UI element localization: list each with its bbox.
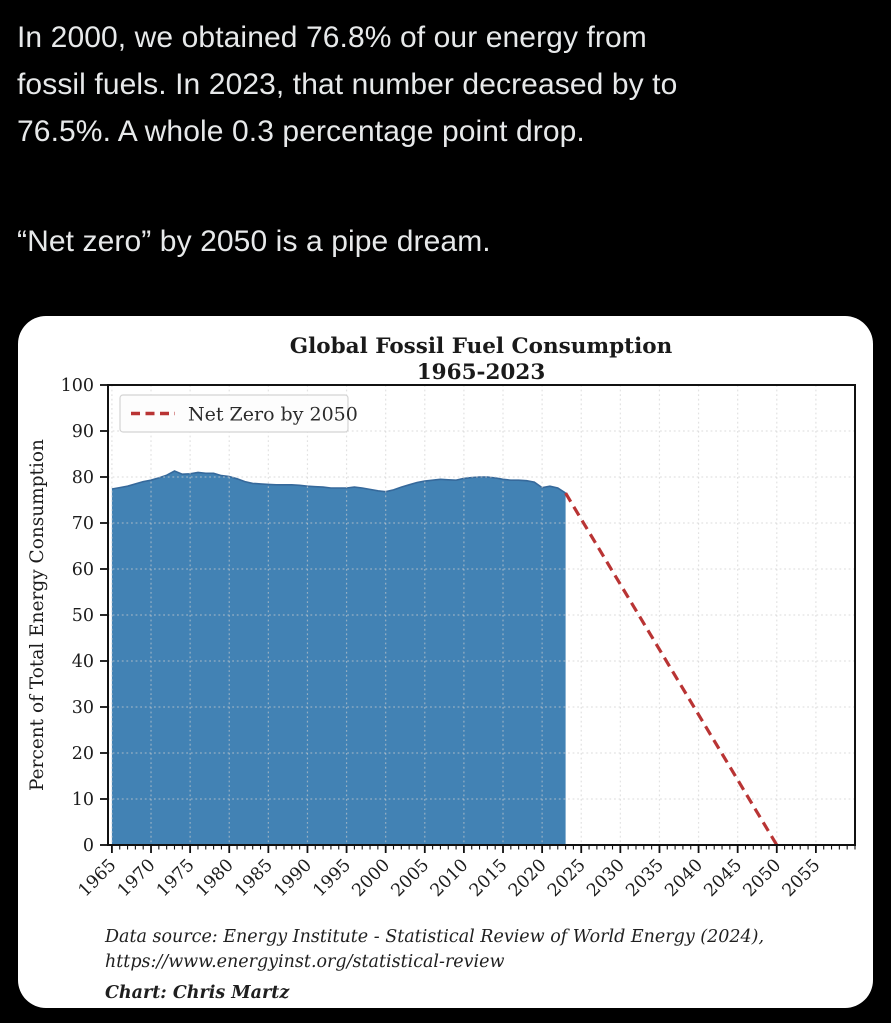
x-tick-label: 1970 (114, 855, 160, 901)
x-tick-label: 1975 (153, 855, 199, 901)
data-source-line1: Data source: Energy Institute - Statisti… (104, 927, 764, 947)
chart-title: Global Fossil Fuel Consumption (290, 334, 673, 359)
y-tick-label: 70 (72, 514, 94, 534)
x-tick-label: 2055 (779, 855, 825, 901)
y-tick-label: 80 (72, 468, 94, 488)
x-tick-label: 1985 (231, 855, 277, 901)
y-axis-label: Percent of Total Energy Consumption (27, 439, 48, 791)
x-tick-label: 2050 (740, 855, 786, 901)
legend-box (119, 394, 349, 433)
y-tick-label: 30 (72, 698, 94, 718)
y-tick-label: 40 (72, 652, 94, 672)
x-tick-label: 2010 (427, 855, 473, 901)
x-tick-label: 2015 (466, 855, 512, 901)
post-paragraph-2: “Net zero” by 2050 is a pipe dream. (17, 225, 491, 258)
y-tick-label: 0 (83, 836, 94, 856)
x-tick-label: 2045 (701, 855, 747, 901)
x-tick-label: 2035 (622, 855, 668, 901)
x-tick-label: 2020 (505, 855, 551, 901)
y-tick-label: 10 (72, 790, 94, 810)
legend: Net Zero by 2050 (119, 394, 358, 433)
chart-subtitle: 1965-2023 (417, 360, 546, 385)
chart-card: Global Fossil Fuel Consumption 1965-2023… (18, 316, 873, 1008)
area-layer (111, 470, 567, 845)
x-tick-label: 2005 (388, 855, 434, 901)
legend-label: Net Zero by 2050 (188, 404, 358, 426)
y-tick-label: 20 (72, 744, 94, 764)
chart-credit: Chart: Chris Martz (105, 983, 290, 1003)
y-tick-label: 90 (72, 422, 94, 442)
x-tick-label: 2040 (661, 855, 707, 901)
net-zero-projection-layer (564, 492, 779, 846)
y-tick-label: 60 (72, 560, 94, 580)
x-tick-label: 2030 (583, 855, 629, 901)
x-tick-label: 1980 (192, 855, 238, 901)
y-tick-label: 50 (72, 606, 94, 626)
x-tick-label: 1995 (309, 855, 355, 901)
x-tick-label: 2025 (544, 855, 590, 901)
x-tick-label: 1990 (270, 855, 316, 901)
x-tick-label: 2000 (349, 855, 395, 901)
net-zero-dashed-line (564, 492, 779, 846)
fossil-area (111, 471, 566, 845)
x-tick-label: 1965 (75, 855, 121, 901)
post-paragraph-1: In 2000, we obtained 76.8% of our energy… (17, 21, 678, 148)
data-source-line2: https://www.energyinst.org/statistical-r… (105, 952, 505, 972)
y-tick-label: 100 (61, 376, 94, 396)
fossil-fuel-chart: Global Fossil Fuel Consumption 1965-2023… (27, 334, 856, 1003)
